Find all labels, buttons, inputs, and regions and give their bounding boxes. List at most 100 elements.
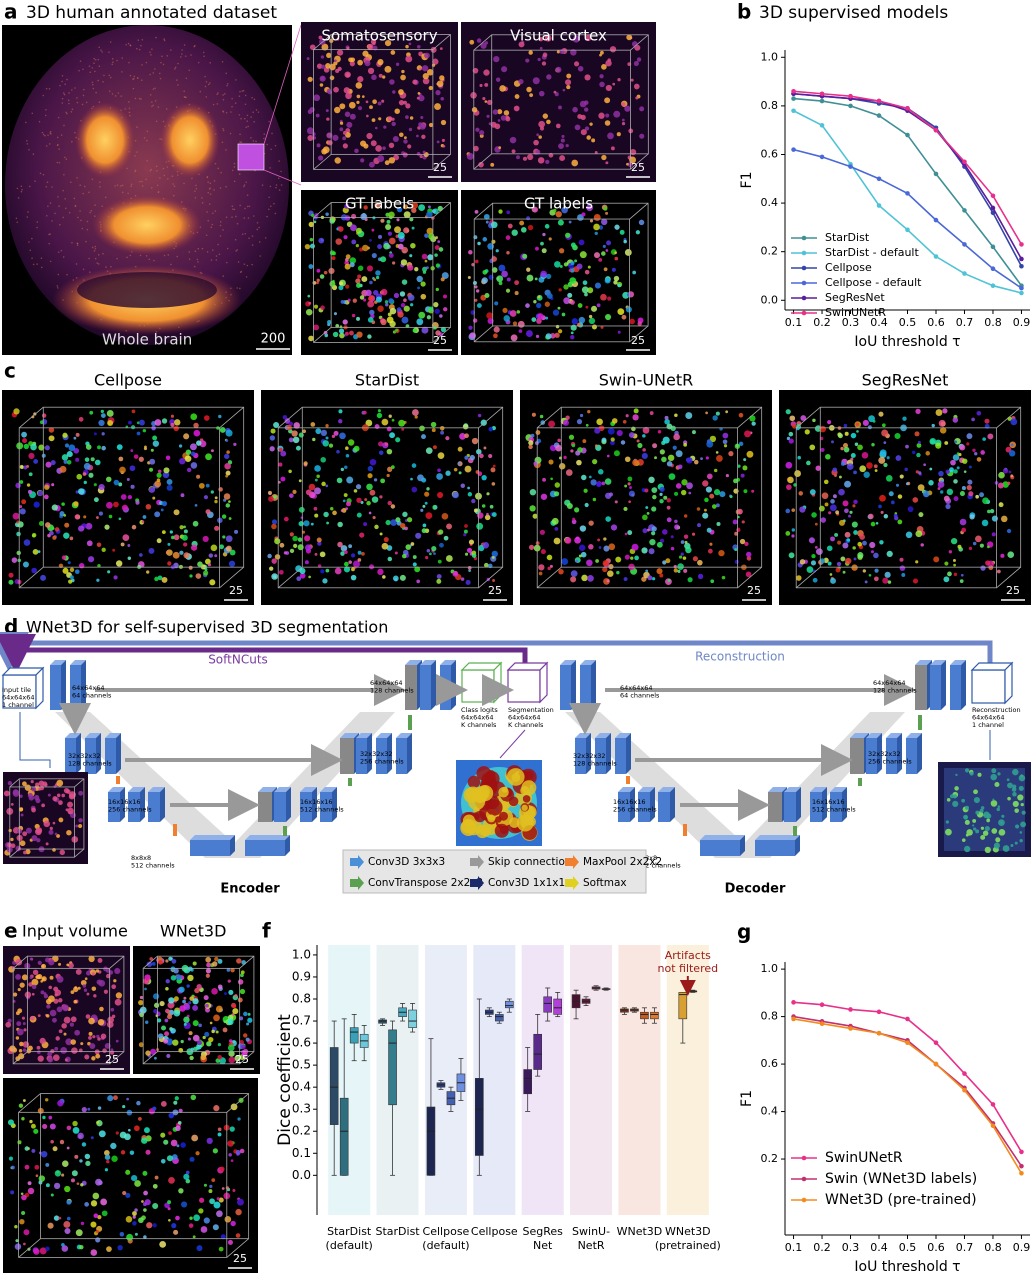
texture [41,131,44,134]
nucleus [193,1046,198,1052]
nucleus [31,567,38,574]
nucleus [528,440,534,446]
nucleus [890,500,895,505]
nucleus [14,1243,22,1250]
nucleus [863,471,870,478]
nucleus [950,459,956,466]
nucleus [715,503,720,508]
nucleus [598,469,604,475]
nucleus [592,497,597,502]
nucleus [514,291,519,296]
nucleus [445,436,450,441]
nucleus [551,517,559,525]
nucleus [836,561,842,567]
nucleus [819,425,827,433]
nucleus [950,537,958,545]
point [905,191,910,196]
nucleus [354,148,359,154]
block [768,792,782,822]
point [1019,263,1024,269]
nucleus [22,438,28,444]
nucleus [332,331,339,338]
nucleus [35,827,43,834]
texture [214,162,217,165]
texture [20,190,23,193]
nucleus [152,1203,159,1210]
point [933,171,939,177]
nucleus [183,525,186,529]
texture [98,46,100,49]
texture [76,244,79,246]
nucleus [558,143,564,150]
nucleus [407,294,415,301]
texture [136,151,138,153]
nucleus [426,487,430,491]
nucleus [271,573,278,580]
texture [100,49,102,51]
nucleus [383,536,389,543]
nucleus [33,459,39,464]
point [990,193,996,199]
nucleus [340,467,345,472]
nucleus [538,571,543,576]
block-label: 16x16x16 [613,798,646,806]
texture [65,158,68,160]
nucleus [154,480,162,488]
nucleus [570,300,575,305]
texture [280,184,283,186]
block-label: Reconstruction [972,706,1021,714]
nucleus [912,497,919,503]
nucleus [214,956,219,962]
nucleus [367,465,374,472]
nucleus [542,52,548,58]
nucleus [150,1048,157,1055]
reconstruction-dot [980,806,985,810]
texture [239,133,241,136]
nucleus [369,280,373,285]
nucleus [104,524,110,530]
point [791,89,796,94]
nucleus [600,293,607,301]
loss-label: Reconstruction [695,650,785,664]
nucleus [52,1017,57,1023]
nucleus [709,435,717,443]
nucleus [562,88,566,92]
nucleus [369,309,375,316]
nucleus [411,463,417,468]
nucleus [479,130,485,136]
texture [275,184,278,186]
nucleus [227,1044,235,1052]
wireframe [432,34,451,50]
nucleus [73,447,80,454]
nucleus [91,1056,96,1061]
nucleus [554,482,561,488]
nucleus [729,495,733,499]
nucleus [54,832,58,836]
block-top [108,787,125,792]
nucleus [24,1164,30,1170]
nucleus [171,958,177,964]
texture [57,273,60,276]
nucleus [16,550,21,556]
texture [125,43,128,46]
nucleus [659,538,665,543]
nucleus [883,514,889,519]
block-top [755,835,800,840]
reconstruction-dot [1020,821,1027,828]
point [962,242,967,247]
nucleus [107,1016,115,1024]
nucleus [392,575,399,582]
point [1019,285,1024,291]
nucleus [90,1136,94,1140]
reconstruction-dot [1007,796,1011,801]
texture [95,91,97,94]
nucleus [29,1119,33,1124]
nucleus [297,537,303,542]
nucleus [481,475,487,481]
nucleus [96,542,102,548]
texture [210,226,213,229]
reconstruction-dot [975,810,980,815]
nucleus [467,566,472,570]
wireframe [491,34,649,155]
nucleus [578,316,586,324]
